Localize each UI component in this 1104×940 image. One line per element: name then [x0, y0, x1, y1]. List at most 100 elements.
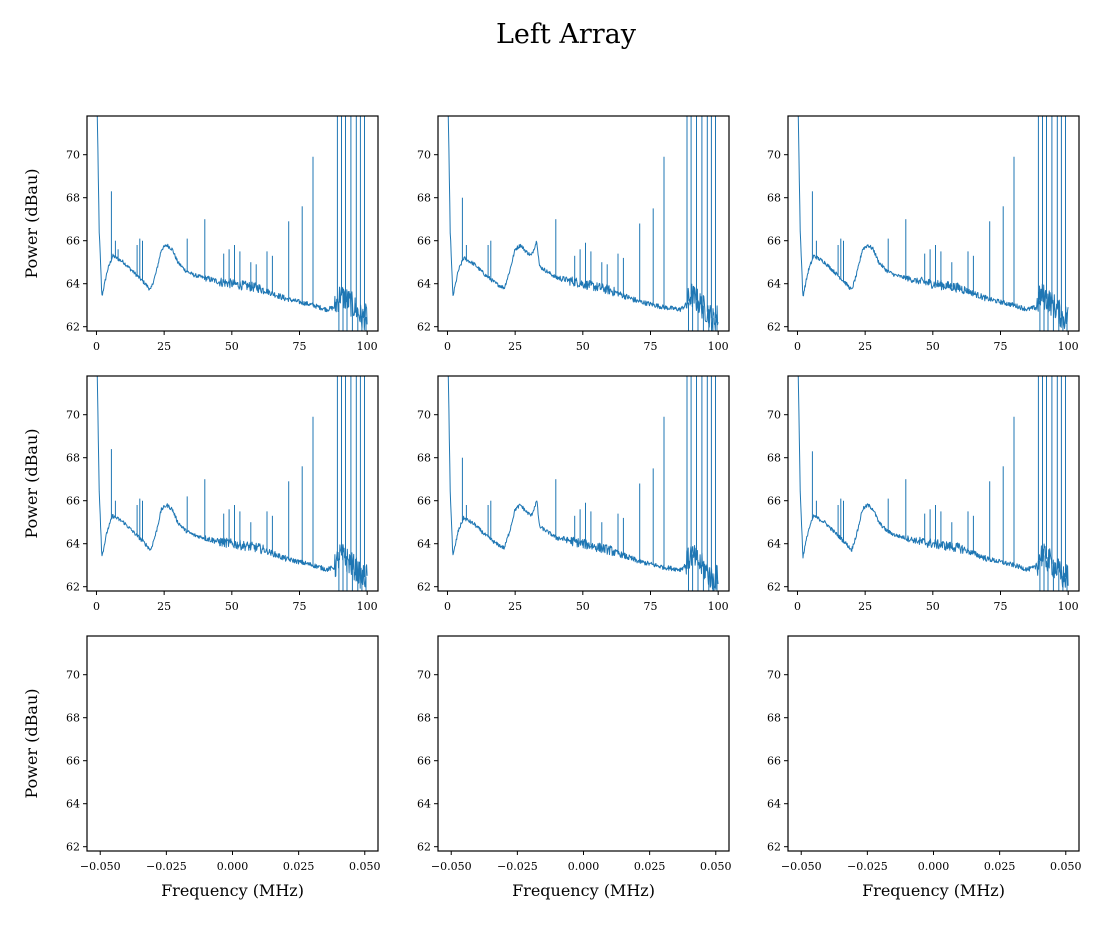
x-tick-label: 100	[708, 600, 729, 613]
subplot-row1-col2: 62 64 66 68 70 0 25 50 75 100	[417, 115, 730, 353]
axes-frame	[86, 375, 379, 592]
y-tick-label: 62	[417, 841, 431, 854]
y-tick-label: 68	[66, 452, 80, 465]
y-tick-label: 70	[66, 409, 80, 422]
figure-title: Left Array	[496, 19, 637, 50]
x-tick-label: 75	[292, 600, 306, 613]
y-tick-label: 68	[417, 712, 431, 725]
y-tick-label: 66	[767, 755, 781, 768]
y-tick-label: 70	[66, 149, 80, 162]
y-tick-label: 68	[767, 192, 781, 205]
x-tick-label: 25	[508, 600, 522, 613]
series-1	[96, 116, 368, 331]
x-tick-label: −0.025	[847, 860, 888, 873]
x-tick-label: 0.000	[918, 860, 950, 873]
x-tick-label: 0	[93, 340, 100, 353]
x-tick-label: 0.025	[984, 860, 1016, 873]
x-tick-label: −0.025	[497, 860, 538, 873]
y-tick-label: 62	[66, 581, 80, 594]
x-tick-label: 0.025	[283, 860, 315, 873]
y-tick-label: 66	[66, 755, 80, 768]
spectrum-line	[797, 376, 1069, 589]
spectrum-line	[797, 116, 1069, 329]
x-tick-label: 75	[993, 340, 1007, 353]
y-tick-label: 62	[767, 581, 781, 594]
x-tick-label: 0.000	[217, 860, 249, 873]
y-tick-label: 64	[417, 278, 431, 291]
x-tick-label: 0	[444, 340, 451, 353]
subplot-grid: 62 64 66 68 70 0 25 50 75 100 Power (dBau) 62 64 66 68…	[22, 115, 1082, 900]
y-tick-label: 68	[66, 192, 80, 205]
x-tick-label: 75	[643, 340, 657, 353]
y-axis-label: Power (dBau)	[22, 689, 41, 799]
y-tick-label: 62	[66, 321, 80, 334]
x-tick-label: 0.025	[634, 860, 666, 873]
subplot-row1-col3: 62 64 66 68 70 0 25 50 75 100	[767, 115, 1080, 353]
x-tick-label: 50	[576, 340, 590, 353]
subplot-row3-col1: 62 64 66 68 70 −0.050 −0.025 0.000 0.025 0.050 Pow…	[22, 635, 381, 900]
spectrum-line	[96, 116, 368, 331]
y-tick-label: 66	[767, 235, 781, 248]
y-tick-label: 66	[767, 495, 781, 508]
x-tick-label: 0	[93, 600, 100, 613]
x-axis-label: Frequency (MHz)	[161, 881, 304, 900]
y-tick-label: 64	[66, 798, 80, 811]
y-tick-label: 64	[66, 538, 80, 551]
x-tick-label: 0.000	[568, 860, 600, 873]
x-tick-label: 50	[225, 600, 239, 613]
y-tick-label: 66	[66, 235, 80, 248]
y-tick-label: 62	[66, 841, 80, 854]
y-tick-label: 68	[767, 712, 781, 725]
y-axis-label: Power (dBau)	[22, 429, 41, 539]
x-tick-label: 25	[508, 340, 522, 353]
x-tick-label: 25	[157, 600, 171, 613]
subplot-row2-col1: 62 64 66 68 70 0 25 50 75 100 Power (dBau)	[22, 375, 379, 613]
x-axis-label: Frequency (MHz)	[862, 881, 1005, 900]
y-tick-label: 64	[417, 538, 431, 551]
x-tick-label: 25	[858, 600, 872, 613]
y-tick-label: 64	[767, 278, 781, 291]
x-tick-label: 100	[1058, 340, 1079, 353]
y-tick-label: 66	[66, 495, 80, 508]
x-tick-label: 0.050	[700, 860, 732, 873]
axes-frame	[787, 375, 1080, 592]
axes-frame	[86, 115, 379, 332]
y-tick-label: 68	[66, 712, 80, 725]
spectrum-line	[447, 116, 719, 331]
x-tick-label: 50	[225, 340, 239, 353]
y-tick-label: 70	[767, 149, 781, 162]
subplot-row2-col3: 62 64 66 68 70 0 25 50 75 100	[767, 375, 1080, 613]
x-tick-label: 100	[357, 340, 378, 353]
y-axis-label: Power (dBau)	[22, 169, 41, 279]
subplot-row3-col3: 62 64 66 68 70 −0.050 −0.025 0.000 0.025 0.050 Fre…	[767, 635, 1082, 900]
x-tick-label: 100	[357, 600, 378, 613]
x-tick-label: 75	[643, 600, 657, 613]
series-1	[447, 116, 719, 331]
x-tick-label: 25	[157, 340, 171, 353]
y-tick-label: 62	[767, 321, 781, 334]
subplot-row3-col2: 62 64 66 68 70 −0.050 −0.025 0.000 0.025 0.050 Fre…	[417, 635, 732, 900]
y-tick-label: 68	[417, 452, 431, 465]
y-tick-label: 66	[417, 495, 431, 508]
x-tick-label: 0.050	[349, 860, 381, 873]
x-tick-label: −0.050	[80, 860, 121, 873]
x-tick-label: 50	[926, 340, 940, 353]
x-tick-label: 75	[292, 340, 306, 353]
axes-frame	[787, 115, 1080, 332]
series-1	[797, 376, 1069, 591]
x-axis-label: Frequency (MHz)	[512, 881, 655, 900]
axes-frame	[437, 375, 730, 592]
x-tick-label: 25	[858, 340, 872, 353]
y-tick-label: 62	[767, 841, 781, 854]
subplot-row1-col1: 62 64 66 68 70 0 25 50 75 100 Power (dBau)	[22, 115, 379, 353]
x-tick-label: −0.050	[781, 860, 822, 873]
y-tick-label: 70	[767, 409, 781, 422]
axes-frame	[437, 115, 730, 332]
x-tick-label: 50	[926, 600, 940, 613]
subplot-row2-col2: 62 64 66 68 70 0 25 50 75 100	[417, 375, 730, 613]
y-tick-label: 64	[66, 278, 80, 291]
y-tick-label: 70	[417, 409, 431, 422]
x-tick-label: 0	[794, 340, 801, 353]
